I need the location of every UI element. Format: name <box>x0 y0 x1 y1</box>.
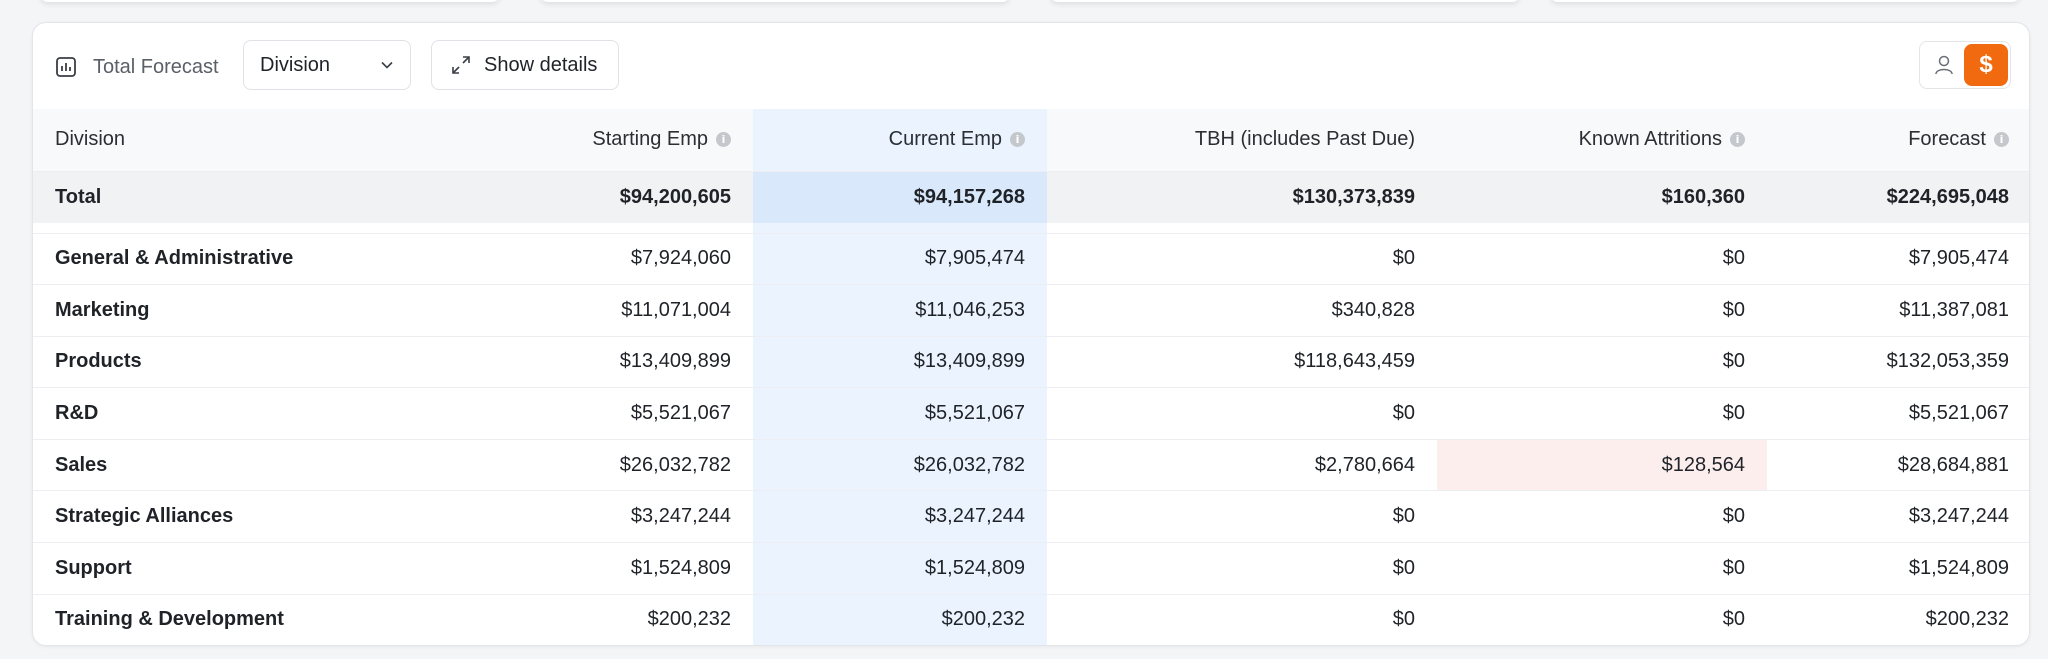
known-attritions-cell: $0 <box>1437 490 1767 544</box>
starting-emp-cell: $200,232 <box>423 594 753 645</box>
info-icon[interactable]: i <box>1730 132 1745 148</box>
top-card-edges <box>0 0 2048 8</box>
known-attritions-cell: $0 <box>1437 336 1767 389</box>
division-name: Sales <box>33 439 423 492</box>
starting-emp-cell: $5,521,067 <box>423 387 753 440</box>
total-row: Total $94,200,605 $94,157,268 $130,373,8… <box>33 171 2029 223</box>
current-emp-cell: $26,032,782 <box>753 439 1047 492</box>
column-header-current-emp[interactable]: Current Emp i <box>753 109 1047 172</box>
table-row[interactable]: General & Administrative $7,924,060 $7,9… <box>33 233 2029 286</box>
forecast-cell: $11,387,081 <box>1767 284 2029 337</box>
forecast-cell: $132,053,359 <box>1767 336 2029 389</box>
chevron-down-icon <box>381 61 393 69</box>
column-header-tbh[interactable]: TBH (includes Past Due) <box>1047 109 1437 172</box>
division-name: Strategic Alliances <box>33 490 423 544</box>
total-starting-emp: $94,200,605 <box>423 171 753 223</box>
division-name: Marketing <box>33 284 423 337</box>
person-icon <box>1935 55 1953 75</box>
dollar-icon: $ <box>1979 51 1993 78</box>
column-header-starting-emp[interactable]: Starting Emp i <box>423 109 753 172</box>
table-row[interactable]: Products $13,409,899 $13,409,899 $118,64… <box>33 336 2029 389</box>
total-label: Total <box>33 171 423 223</box>
show-details-label: Show details <box>484 53 598 76</box>
group-by-select[interactable]: Division <box>243 40 411 90</box>
toolbar: Total Forecast Division Show details <box>33 23 2029 109</box>
row-separator <box>33 223 2029 234</box>
page-title: Total Forecast <box>93 56 219 78</box>
table-header-row: Division Starting Emp i Current Emp i TBH … <box>33 109 2029 172</box>
current-emp-cell: $3,247,244 <box>753 490 1047 544</box>
forecast-cell: $3,247,244 <box>1767 490 2029 544</box>
tbh-cell: $0 <box>1047 542 1437 595</box>
division-name: General & Administrative <box>33 233 423 286</box>
table-row[interactable]: R&D $5,521,067 $5,521,067 $0 $0 $5,521,0… <box>33 387 2029 440</box>
known-attritions-cell: $0 <box>1437 594 1767 645</box>
total-current-emp: $94,157,268 <box>753 171 1047 223</box>
known-attritions-cell: $0 <box>1437 387 1767 440</box>
total-tbh: $130,373,839 <box>1047 171 1437 223</box>
starting-emp-cell: $26,032,782 <box>423 439 753 492</box>
column-header-forecast[interactable]: Forecast i <box>1767 109 2029 172</box>
division-name: Products <box>33 336 423 389</box>
tbh-cell: $0 <box>1047 233 1437 286</box>
table-row[interactable]: Training & Development $200,232 $200,232… <box>33 594 2029 645</box>
division-name: R&D <box>33 387 423 440</box>
starting-emp-cell: $1,524,809 <box>423 542 753 595</box>
total-forecast: $224,695,048 <box>1767 171 2029 223</box>
column-header-known-attritions[interactable]: Known Attritions i <box>1437 109 1767 172</box>
forecast-cell: $1,524,809 <box>1767 542 2029 595</box>
starting-emp-cell: $7,924,060 <box>423 233 753 286</box>
info-icon[interactable]: i <box>1010 132 1025 148</box>
chart-bar-icon <box>56 57 76 77</box>
expand-icon <box>452 56 470 74</box>
current-emp-cell: $7,905,474 <box>753 233 1047 286</box>
forecast-cell: $28,684,881 <box>1767 439 2029 492</box>
info-icon[interactable]: i <box>1994 132 2009 148</box>
starting-emp-cell: $13,409,899 <box>423 336 753 389</box>
starting-emp-cell: $11,071,004 <box>423 284 753 337</box>
tbh-cell: $0 <box>1047 594 1437 645</box>
forecast-card: Total Forecast Division Show details <box>32 22 2030 646</box>
known-attritions-cell: $0 <box>1437 284 1767 337</box>
total-known-attritions: $160,360 <box>1437 171 1767 223</box>
current-emp-cell: $5,521,067 <box>753 387 1047 440</box>
tbh-cell: $118,643,459 <box>1047 336 1437 389</box>
tbh-cell: $340,828 <box>1047 284 1437 337</box>
known-attritions-cell: $0 <box>1437 542 1767 595</box>
cost-view-button[interactable]: $ <box>1964 44 2008 86</box>
division-name: Training & Development <box>33 594 423 645</box>
tbh-cell: $2,780,664 <box>1047 439 1437 492</box>
forecast-cell: $7,905,474 <box>1767 233 2029 286</box>
current-emp-cell: $13,409,899 <box>753 336 1047 389</box>
column-header-division[interactable]: Division <box>33 109 423 172</box>
starting-emp-cell: $3,247,244 <box>423 490 753 544</box>
info-icon[interactable]: i <box>716 132 731 148</box>
show-details-button[interactable]: Show details <box>431 40 619 90</box>
table-row[interactable]: Support $1,524,809 $1,524,809 $0 $0 $1,5… <box>33 542 2029 595</box>
group-by-value: Division <box>260 53 331 76</box>
tbh-cell: $0 <box>1047 490 1437 544</box>
current-emp-cell: $11,046,253 <box>753 284 1047 337</box>
table-row[interactable]: Sales $26,032,782 $26,032,782 $2,780,664… <box>33 439 2029 492</box>
headcount-view-button[interactable] <box>1926 47 1962 83</box>
known-attritions-cell: $128,564 <box>1437 439 1767 492</box>
forecast-table: Division Starting Emp i Current Emp i TBH … <box>33 109 2029 645</box>
view-toggle: $ <box>1919 41 2011 89</box>
current-emp-cell: $1,524,809 <box>753 542 1047 595</box>
current-emp-cell: $200,232 <box>753 594 1047 645</box>
forecast-cell: $200,232 <box>1767 594 2029 645</box>
division-name: Support <box>33 542 423 595</box>
table-row[interactable]: Marketing $11,071,004 $11,046,253 $340,8… <box>33 284 2029 337</box>
tbh-cell: $0 <box>1047 387 1437 440</box>
known-attritions-cell: $0 <box>1437 233 1767 286</box>
table-row[interactable]: Strategic Alliances $3,247,244 $3,247,24… <box>33 490 2029 544</box>
forecast-cell: $5,521,067 <box>1767 387 2029 440</box>
